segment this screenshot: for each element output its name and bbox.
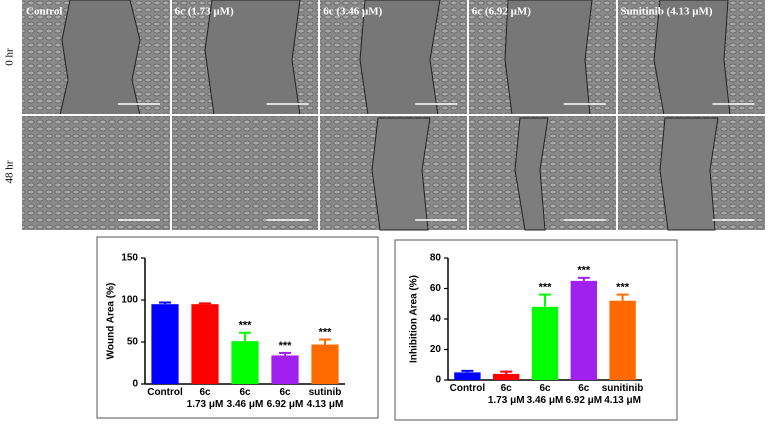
significance-label: *** (616, 282, 630, 294)
chart-frame (394, 239, 678, 421)
significance-label: *** (319, 326, 333, 338)
y-tick-label: 100 (121, 295, 138, 306)
significance-label: *** (539, 282, 553, 294)
column-label: 6c (6.92 μM) (472, 6, 531, 18)
y-tick-label: 150 (121, 253, 138, 264)
y-axis-title: Inhibition Area (%) (409, 275, 420, 363)
bar (191, 304, 219, 384)
x-tick-label: 6c 3.46 μM (226, 387, 264, 410)
x-tick-label: Control (449, 383, 486, 394)
bar (231, 341, 259, 384)
y-tick-label: 40 (430, 314, 442, 325)
significance-label: *** (239, 320, 253, 332)
column-label: 6c (3.46 μM) (323, 6, 382, 18)
wound-gap (659, 117, 719, 231)
bar (311, 344, 339, 384)
y-tick-label: 20 (430, 344, 442, 355)
y-tick-label: 80 (430, 253, 442, 264)
x-tick-label: Control (147, 387, 183, 398)
x-tick-label: sutinib 4.13 μM (306, 387, 344, 410)
x-tick-label: 6c 1.73 μM (487, 383, 525, 406)
column-label: Control (26, 6, 62, 18)
x-tick-label: sunitinib 4.13 μM (601, 383, 644, 406)
y-axis-title: Wound Area (%) (106, 283, 117, 360)
chart-frame (96, 236, 379, 419)
x-tick-label: 6c 6.92 μM (565, 383, 603, 406)
y-tick-label: 0 (435, 375, 441, 386)
bar (454, 372, 481, 380)
wound-gap (59, 0, 141, 116)
micrograph-grid (22, 0, 765, 231)
x-tick-label: 6c 1.73 μM (186, 387, 224, 410)
wound-gap (514, 117, 549, 231)
bar (493, 373, 520, 380)
column-label: 6c (1.73 μM) (175, 6, 234, 18)
bar (570, 280, 597, 380)
y-tick-label: 50 (127, 337, 139, 348)
y-tick-label: 60 (430, 283, 442, 294)
wound-gap (371, 117, 431, 231)
bar (271, 355, 299, 384)
bar (609, 300, 636, 380)
column-label: Sunitinib (4.13 μM) (620, 6, 712, 18)
bar (151, 304, 179, 384)
significance-label: *** (577, 265, 591, 277)
y-tick-label: 0 (132, 379, 138, 390)
row-label: 0 hr (4, 48, 16, 66)
x-tick-label: 6c 6.92 μM (266, 387, 304, 410)
row-label: 48 hr (4, 160, 16, 183)
x-tick-label: 6c 3.46 μM (526, 383, 564, 406)
significance-label: *** (279, 340, 293, 352)
bar (531, 306, 559, 380)
